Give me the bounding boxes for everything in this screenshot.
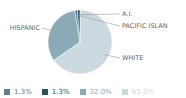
svg-text:HISPANIC: HISPANIC	[10, 24, 41, 32]
html-text:65.3%: 65.3%	[131, 88, 155, 96]
svg-text:PACIFIC ISLAN: PACIFIC ISLAN	[122, 22, 168, 30]
html-text:1.3%: 1.3%	[14, 88, 32, 96]
svg-text:A.I.: A.I.	[122, 10, 132, 18]
html-text:1.3%: 1.3%	[51, 88, 70, 96]
html-text:32.0%: 32.0%	[89, 88, 112, 96]
svg-text:WHITE: WHITE	[122, 54, 143, 62]
